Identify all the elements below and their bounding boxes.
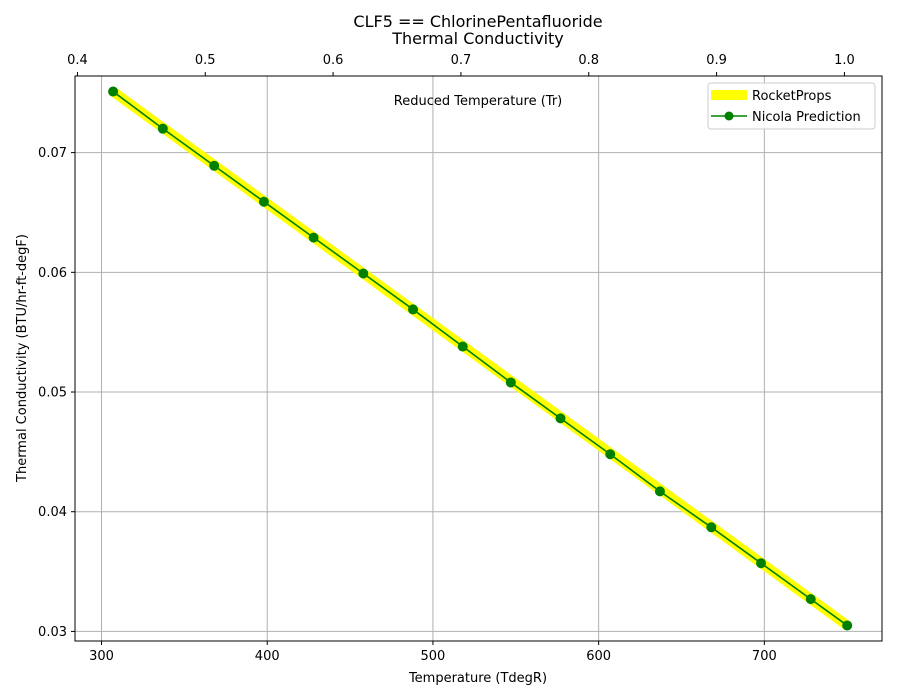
data-point <box>457 341 468 352</box>
data-point <box>706 522 717 533</box>
chart-subtitle: Thermal Conductivity <box>391 29 564 48</box>
legend-label-rocketprops: RocketProps <box>752 89 832 104</box>
x-tick-label: 600 <box>586 649 611 664</box>
ticks: 300 400 500 600 700 0.03 0.04 0.05 0.06 0.07 0.4 0.… <box>38 53 855 664</box>
chart-title: CLF5 == ChlorinePentafluoride <box>353 12 602 31</box>
x2-tick-label: 0.7 <box>451 53 472 68</box>
y-tick-label: 0.06 <box>38 266 67 281</box>
data-point <box>258 196 269 207</box>
plot-frame <box>74 75 883 642</box>
x-tick-label: 400 <box>255 649 280 664</box>
y-tick-label: 0.07 <box>38 146 67 161</box>
y-tick-label: 0.03 <box>38 625 67 640</box>
series-layer <box>108 86 853 631</box>
data-point <box>408 304 419 315</box>
data-point <box>505 377 516 388</box>
data-point <box>805 594 816 605</box>
x2-tick-label: 0.5 <box>195 53 216 68</box>
y-tick-label: 0.04 <box>38 505 67 520</box>
top-axis-label: Reduced Temperature (Tr) <box>394 94 562 109</box>
x-tick-label: 700 <box>752 649 777 664</box>
data-point <box>157 123 168 134</box>
series-line-nicola-prediction <box>112 90 848 627</box>
data-point <box>358 268 369 279</box>
legend-swatch-nicola-marker <box>724 111 734 121</box>
legend-label-nicola-prediction: Nicola Prediction <box>752 110 861 125</box>
x2-tick-label: 1.0 <box>834 53 855 68</box>
data-point <box>605 449 616 460</box>
y-axis-label: Thermal Conductivity (BTU/hr-ft-degF) <box>15 234 30 483</box>
grid <box>75 76 882 641</box>
data-point <box>209 160 220 171</box>
x-tick-label: 300 <box>89 649 114 664</box>
legend: RocketProps Nicola Prediction <box>707 82 876 130</box>
x-tick-label: 500 <box>421 649 446 664</box>
legend-box <box>707 82 876 130</box>
x2-tick-label: 0.8 <box>578 53 599 68</box>
x2-tick-label: 0.4 <box>67 53 88 68</box>
x2-tick-label: 0.6 <box>323 53 344 68</box>
data-point <box>654 486 665 497</box>
data-point <box>842 620 853 631</box>
x2-tick-label: 0.9 <box>706 53 727 68</box>
data-point <box>308 232 319 243</box>
x-axis-label: Temperature (TdegR) <box>408 671 547 686</box>
data-point <box>555 413 566 424</box>
data-point <box>756 558 767 569</box>
y-tick-label: 0.05 <box>38 386 67 401</box>
data-point <box>108 86 119 97</box>
